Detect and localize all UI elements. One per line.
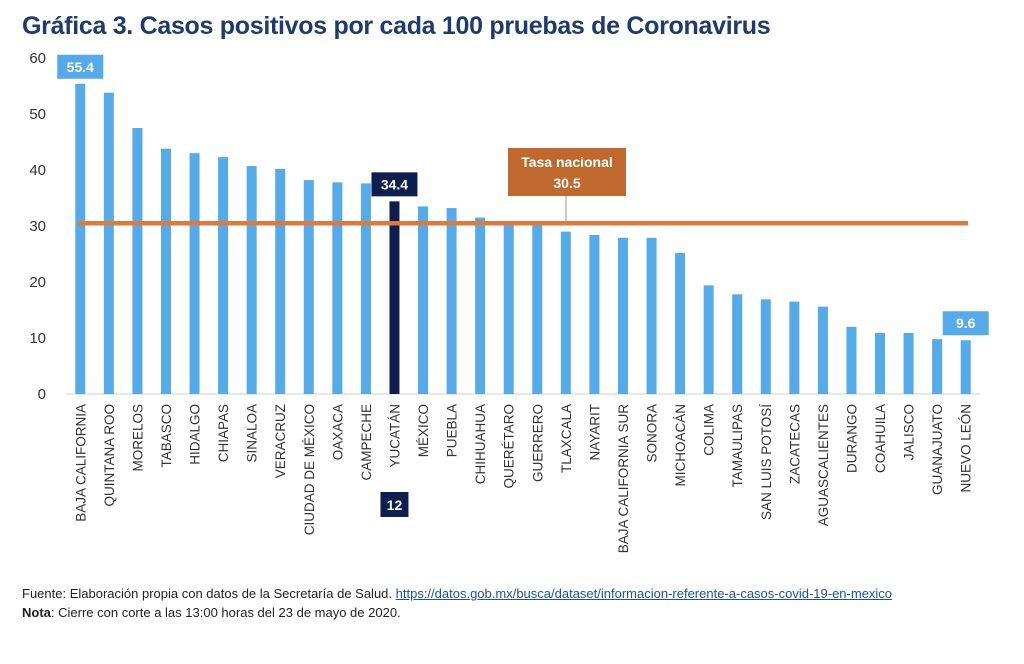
x-tick-label: CAMPECHE [359, 404, 374, 481]
bar [703, 285, 714, 394]
x-tick-label: VERACRUZ [273, 404, 288, 478]
x-tick-label: SAN LUIS POTOSÍ [759, 404, 774, 520]
bar [617, 237, 628, 394]
x-axis-labels: BAJA CALIFORNIA QUINTANA ROO MORELOS TABASC… [73, 404, 973, 554]
y-tick-label: 60 [29, 50, 46, 67]
bar [903, 332, 914, 394]
source-link[interactable]: https://datos.gob.mx/busca/dataset/infor… [395, 586, 893, 601]
x-tick-label: NAYARIT [587, 404, 602, 461]
x-tick-label: COLIMA [702, 404, 717, 456]
x-tick-label: TAMAULIPAS [730, 404, 745, 488]
x-tick-label: GUANAJUATO [930, 404, 945, 495]
x-tick-label: CHIAPAS [216, 404, 231, 462]
rank-label: 12 [387, 497, 403, 513]
y-tick-label: 0 [38, 386, 46, 403]
x-tick-label: MORELOS [130, 404, 145, 472]
x-tick-label: GUERRERO [530, 404, 545, 482]
bar [932, 339, 943, 394]
x-tick-label: OAXACA [330, 404, 345, 460]
x-tick-label: NUEVO LEÓN [959, 404, 974, 493]
bar [103, 92, 114, 394]
y-tick-label: 30 [29, 218, 46, 235]
reference-label-value: 30.5 [553, 175, 580, 191]
bar [960, 340, 971, 394]
x-tick-label: SINALOA [245, 404, 260, 463]
bar [75, 83, 86, 394]
bar [732, 294, 743, 394]
note-label: Nota [22, 605, 51, 620]
x-tick-label: QUERÉTARO [502, 404, 517, 489]
x-tick-label: BAJA CALIFORNIA SUR [616, 404, 631, 554]
bar [332, 182, 343, 394]
bars [75, 83, 971, 394]
x-tick-label: QUINTANA ROO [102, 404, 117, 507]
bar [218, 157, 229, 394]
bar-chart: 0 10 20 30 40 50 60 BAJA CALIFORNIA QUINTANA RO… [29, 50, 989, 554]
x-tick-label: SONORA [645, 404, 660, 463]
x-tick-label: MICHOACÁN [673, 404, 688, 487]
bar [418, 206, 429, 394]
bar [646, 237, 657, 394]
bar [675, 252, 686, 394]
x-tick-label: TABASCO [159, 404, 174, 468]
x-tick-label: YUCATÁN [387, 404, 402, 468]
note-text: : Cierre con corte a las 13:00 horas del… [50, 605, 401, 620]
bar [132, 128, 143, 394]
bar [389, 201, 400, 394]
bar [246, 166, 257, 394]
bar [817, 306, 828, 394]
data-label-box [57, 54, 104, 79]
source-prefix: Fuente: Elaboración propia con datos de … [22, 586, 396, 601]
reference-line-group: Tasa nacional 30.5 [78, 148, 968, 226]
data-label: 55.4 [67, 59, 94, 75]
bar [160, 148, 171, 394]
x-tick-label: MÉXICO [416, 404, 431, 457]
x-tick-label: DURANGO [844, 404, 859, 473]
x-tick-label: COAHUILA [873, 404, 888, 473]
bar [189, 153, 200, 394]
bar [846, 326, 857, 394]
y-tick-label: 40 [29, 162, 46, 179]
bar [589, 234, 600, 394]
data-label: 9.6 [956, 315, 976, 331]
x-tick-label: BAJA CALIFORNIA [73, 404, 88, 522]
bar [446, 208, 457, 394]
x-tick-label: TLAXCALA [559, 404, 574, 473]
bar [360, 183, 371, 394]
bar [475, 217, 486, 394]
source-note: Fuente: Elaboración propia con datos de … [22, 584, 1012, 603]
chart-title: Gráfica 3. Casos positivos por cada 100 … [22, 12, 771, 40]
x-tick-label: CIUDAD DE MÉXICO [302, 404, 317, 535]
y-tick-label: 50 [29, 106, 46, 123]
rank-label-box [380, 492, 409, 517]
x-tick-label: ZACATECAS [787, 404, 802, 484]
data-label: 34.4 [381, 176, 408, 192]
bar [303, 180, 314, 394]
x-tick-label: AGUASCALIENTES [816, 404, 831, 526]
data-label-box [371, 172, 418, 197]
y-tick-label: 10 [29, 330, 46, 347]
bar [503, 223, 514, 394]
bar [875, 332, 886, 394]
footer: Fuente: Elaboración propia con datos de … [22, 584, 1012, 622]
x-tick-label: PUEBLA [445, 404, 460, 457]
data-labels: 55.4 34.4 9.6 12 [57, 54, 989, 517]
x-tick-label: JALISCO [902, 404, 917, 460]
x-tick-label: CHIHUAHUA [473, 404, 488, 484]
bar [275, 168, 286, 394]
cutoff-note: Nota: Cierre con corte a las 13:00 horas… [22, 603, 1012, 622]
bar [560, 231, 571, 394]
bar [532, 224, 543, 394]
reference-label-box [508, 148, 626, 196]
data-label-box [942, 311, 989, 336]
x-tick-label: HIDALGO [188, 404, 203, 465]
y-tick-label: 20 [29, 274, 46, 291]
reference-label-title: Tasa nacional [521, 154, 613, 170]
bar [789, 301, 800, 394]
bar [760, 299, 771, 394]
